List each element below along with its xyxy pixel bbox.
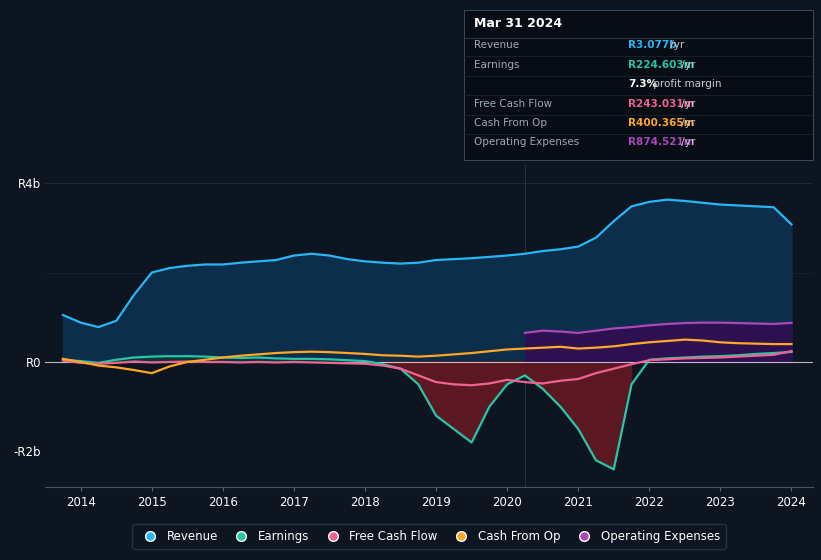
Text: R874.521m: R874.521m <box>628 137 695 147</box>
Legend: Revenue, Earnings, Free Cash Flow, Cash From Op, Operating Expenses: Revenue, Earnings, Free Cash Flow, Cash … <box>132 524 726 549</box>
Text: 7.3%: 7.3% <box>628 79 657 89</box>
Text: Earnings: Earnings <box>474 60 519 70</box>
Text: Free Cash Flow: Free Cash Flow <box>474 99 552 109</box>
Text: /yr: /yr <box>678 60 695 70</box>
Text: R3.077b: R3.077b <box>628 40 677 50</box>
Text: profit margin: profit margin <box>650 79 722 89</box>
Text: /yr: /yr <box>678 118 695 128</box>
Text: /yr: /yr <box>667 40 685 50</box>
Text: Operating Expenses: Operating Expenses <box>474 137 579 147</box>
Text: Mar 31 2024: Mar 31 2024 <box>474 17 562 30</box>
Text: Revenue: Revenue <box>474 40 519 50</box>
Text: R400.365m: R400.365m <box>628 118 695 128</box>
Text: R224.603m: R224.603m <box>628 60 695 70</box>
Text: R243.031m: R243.031m <box>628 99 695 109</box>
Text: Cash From Op: Cash From Op <box>474 118 547 128</box>
Text: /yr: /yr <box>678 137 695 147</box>
Text: /yr: /yr <box>678 99 695 109</box>
